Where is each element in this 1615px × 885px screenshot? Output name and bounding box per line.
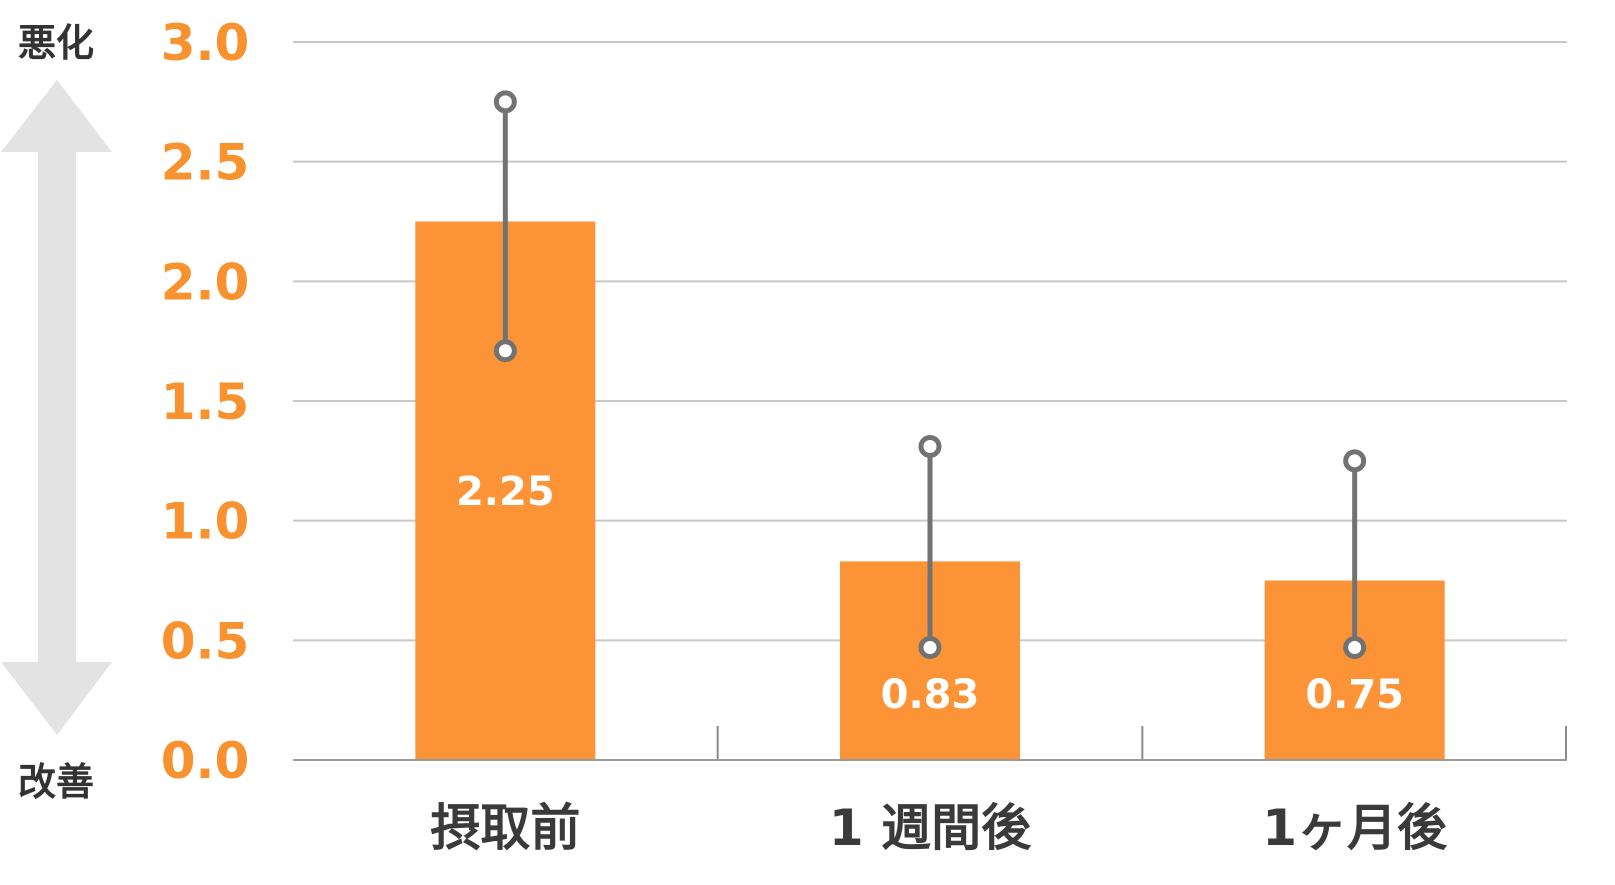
error-bar — [493, 90, 517, 363]
data-label: 2.25 — [456, 469, 555, 515]
x-tick-label: 1ヶ月後 — [1262, 799, 1448, 857]
y-axis-tick-labels: 0.0 0.5 1.0 1.5 2.0 2.5 3.0 — [161, 14, 250, 790]
x-axis — [293, 726, 1567, 761]
error-bar — [1343, 449, 1367, 660]
error-bar-cap-high — [493, 90, 517, 114]
data-label: 0.83 — [881, 672, 980, 718]
y-tick-label: 1.0 — [161, 493, 250, 551]
y-tick-label: 0.5 — [161, 612, 250, 670]
error-bar-cap-high — [1343, 449, 1367, 473]
x-axis-tick-labels: 摂取前 1 週間後 1ヶ月後 — [430, 799, 1448, 857]
y-tick-label: 3.0 — [161, 14, 250, 72]
error-bar-cap-high — [918, 434, 942, 458]
x-tick-label: 1 週間後 — [829, 799, 1032, 857]
error-bars — [493, 90, 1367, 660]
data-labels: 2.25 0.83 0.75 — [456, 469, 1404, 718]
error-bar-cap-low — [493, 339, 517, 363]
scale-arrow — [1, 80, 112, 735]
scale-top-label: 悪化 — [18, 21, 94, 65]
scale-bottom-label: 改善 — [18, 760, 94, 804]
y-tick-label: 2.5 — [161, 134, 250, 192]
data-label: 0.75 — [1305, 672, 1404, 718]
error-bar-cap-low — [918, 636, 942, 660]
x-tick-label: 摂取前 — [430, 799, 580, 857]
y-tick-label: 2.0 — [161, 253, 250, 311]
error-bar-cap-low — [1343, 636, 1367, 660]
y-tick-label: 1.5 — [161, 373, 250, 431]
error-bar — [918, 434, 942, 660]
y-tick-label: 0.0 — [161, 732, 250, 790]
